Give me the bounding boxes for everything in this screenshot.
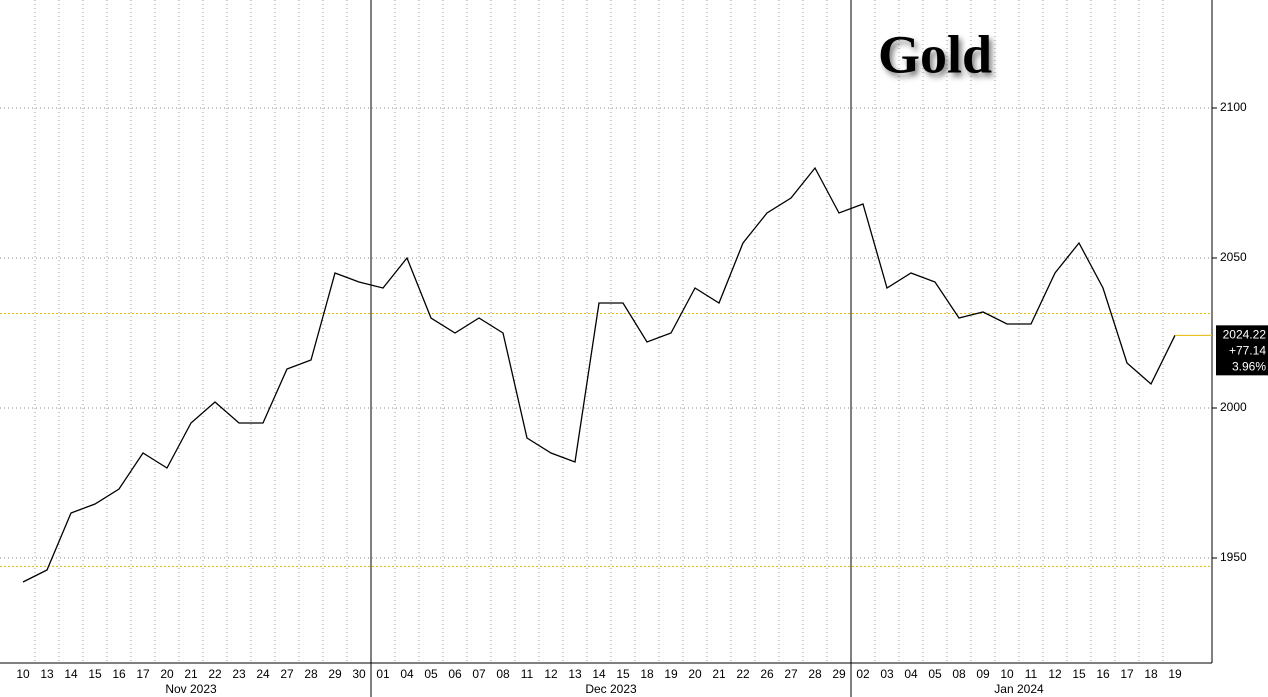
x-tick-label: 20 [688,667,702,681]
y-tick-label: 1950 [1220,550,1247,564]
x-tick-label: 11 [521,667,534,681]
x-tick-label: 28 [808,667,822,681]
x-tick-label: 19 [664,667,678,681]
x-tick-label: 18 [1144,667,1158,681]
x-tick-label: 05 [424,667,438,681]
x-tick-label: 24 [256,667,270,681]
x-tick-label: 01 [376,667,390,681]
x-tick-label: 05 [928,667,942,681]
last-value-box [1216,325,1268,376]
x-tick-label: 22 [736,667,750,681]
change-label: +77.14 [1229,344,1266,358]
x-tick-label: 09 [976,667,990,681]
x-tick-label: 08 [496,667,510,681]
x-tick-label: 13 [40,667,54,681]
x-tick-label: 08 [952,667,966,681]
x-tick-label: 11 [1025,667,1038,681]
x-tick-label: 19 [1168,667,1182,681]
y-tick-label: 2050 [1220,250,1247,264]
change-pct-label: 3.96% [1232,360,1266,374]
x-tick-label: 14 [64,667,78,681]
x-tick-label: 30 [352,667,366,681]
x-tick-label: 10 [16,667,30,681]
x-tick-label: 22 [208,667,222,681]
x-tick-label: 23 [232,667,246,681]
month-label: Jan 2024 [994,682,1044,696]
x-tick-label: 15 [88,667,102,681]
x-tick-label: 27 [280,667,294,681]
x-tick-label: 28 [304,667,318,681]
price-line [22,166,1176,583]
x-tick-label: 10 [1000,667,1014,681]
x-tick-label: 12 [1048,667,1062,681]
x-tick-label: 17 [1120,667,1134,681]
x-tick-label: 13 [568,667,582,681]
x-tick-label: 18 [640,667,654,681]
last-value-label: 2024.22 [1223,328,1267,342]
x-tick-label: 17 [136,667,150,681]
x-tick-label: 04 [904,667,918,681]
y-tick-label: 2000 [1220,400,1247,414]
month-label: Dec 2023 [585,682,637,696]
x-tick-label: 07 [472,667,486,681]
x-tick-label: 03 [880,667,894,681]
x-tick-label: 21 [712,667,726,681]
x-tick-label: 26 [760,667,774,681]
x-tick-label: 15 [616,667,630,681]
x-tick-label: 04 [400,667,414,681]
x-tick-label: 29 [328,667,342,681]
grid [0,0,1212,697]
x-tick-label: 21 [184,667,198,681]
x-tick-label: 16 [1096,667,1110,681]
x-tick-label: 02 [856,667,870,681]
chart-title: Gold [878,24,992,84]
x-tick-label: 15 [1072,667,1086,681]
x-tick-label: 12 [544,667,558,681]
x-tick-label: 27 [784,667,798,681]
x-tick-label: 06 [448,667,462,681]
x-tick-label: 14 [592,667,606,681]
y-tick-label: 2100 [1220,100,1247,114]
month-label: Nov 2023 [165,682,217,696]
x-tick-label: 29 [832,667,846,681]
x-tick-label: 20 [160,667,174,681]
x-tick-label: 16 [112,667,126,681]
